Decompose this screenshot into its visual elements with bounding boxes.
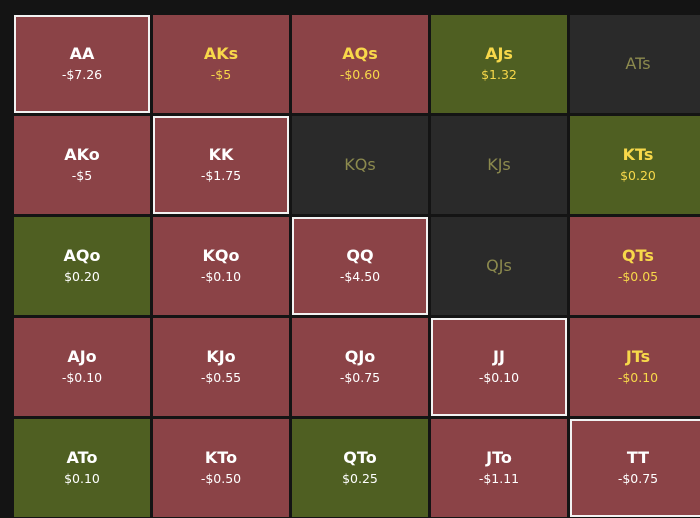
hand-value: -$1.75 <box>200 168 242 183</box>
hand-cell[interactable]: AJs $1.32 <box>431 15 567 113</box>
hand-value: -$0.75 <box>339 370 381 385</box>
hand-cell[interactable]: AKs -$5 <box>153 15 289 113</box>
hand-label: AJs <box>485 44 513 63</box>
hand-cell[interactable]: KTo -$0.50 <box>153 419 289 517</box>
hand-cell[interactable]: ATs <box>570 15 700 113</box>
hand-label: AKo <box>64 145 100 164</box>
hand-value: -$0.60 <box>339 67 381 82</box>
hand-label: QJo <box>344 347 376 366</box>
hand-label: KQo <box>202 246 240 265</box>
hand-value: $0.20 <box>64 269 100 284</box>
hand-cell[interactable]: JTo -$1.11 <box>431 419 567 517</box>
hand-value: -$0.10 <box>61 370 103 385</box>
hand-value: $0.10 <box>64 471 100 486</box>
hand-cell[interactable]: TT -$0.75 <box>570 419 700 517</box>
hand-value: -$0.10 <box>478 370 520 385</box>
hand-label: ATs <box>625 54 651 73</box>
hand-value: -$5 <box>210 67 232 82</box>
hand-value: -$7.26 <box>61 67 103 82</box>
hand-label: QQ <box>346 246 374 265</box>
hand-label: ATo <box>66 448 98 467</box>
hand-label: AJo <box>67 347 97 366</box>
hand-cell[interactable]: AJo -$0.10 <box>14 318 150 416</box>
hand-label: AQs <box>342 44 378 63</box>
hand-cell[interactable]: JJ -$0.10 <box>431 318 567 416</box>
hand-label: QTs <box>622 246 654 265</box>
hand-value: $1.32 <box>481 67 517 82</box>
hand-value: -$1.11 <box>478 471 520 486</box>
hand-label: JTs <box>625 347 651 366</box>
hand-value: -$4.50 <box>339 269 381 284</box>
hand-cell[interactable]: KJs <box>431 116 567 214</box>
hand-cell[interactable]: KTs $0.20 <box>570 116 700 214</box>
hand-value: -$0.55 <box>200 370 242 385</box>
hand-label: KTo <box>204 448 238 467</box>
hand-label: TT <box>626 448 650 467</box>
hand-label: AQo <box>63 246 101 265</box>
hand-value: -$0.05 <box>617 269 659 284</box>
hand-value: -$0.50 <box>200 471 242 486</box>
hand-cell[interactable]: ATo $0.10 <box>14 419 150 517</box>
hand-label: KK <box>208 145 234 164</box>
hand-label: QJs <box>486 256 512 275</box>
hand-cell[interactable]: QTo $0.25 <box>292 419 428 517</box>
hand-cell[interactable]: QTs -$0.05 <box>570 217 700 315</box>
hand-label: KTs <box>622 145 654 164</box>
hand-label: QTo <box>343 448 377 467</box>
hand-label: JJ <box>493 347 505 366</box>
hand-cell[interactable]: JTs -$0.10 <box>570 318 700 416</box>
hand-cell[interactable]: AKo -$5 <box>14 116 150 214</box>
hand-label: KJo <box>206 347 236 366</box>
hand-cell[interactable]: KJo -$0.55 <box>153 318 289 416</box>
hand-cell[interactable]: QJs <box>431 217 567 315</box>
hand-label: KQs <box>344 155 376 174</box>
hand-label: JTo <box>486 448 512 467</box>
hand-cell[interactable]: AA -$7.26 <box>14 15 150 113</box>
hand-value: $0.25 <box>342 471 378 486</box>
hand-label: AA <box>69 44 95 63</box>
hand-cell[interactable]: AQo $0.20 <box>14 217 150 315</box>
hand-value: $0.20 <box>620 168 656 183</box>
hand-cell[interactable]: KQs <box>292 116 428 214</box>
hand-cell[interactable]: QJo -$0.75 <box>292 318 428 416</box>
hand-cell[interactable]: QQ -$4.50 <box>292 217 428 315</box>
hand-value: -$0.75 <box>617 471 659 486</box>
hand-value: -$5 <box>71 168 93 183</box>
hand-cell[interactable]: KK -$1.75 <box>153 116 289 214</box>
hand-value: -$0.10 <box>200 269 242 284</box>
hand-label: AKs <box>203 44 239 63</box>
hand-cell[interactable]: KQo -$0.10 <box>153 217 289 315</box>
hand-label: KJs <box>487 155 511 174</box>
hand-value: -$0.10 <box>617 370 659 385</box>
hand-cell[interactable]: AQs -$0.60 <box>292 15 428 113</box>
